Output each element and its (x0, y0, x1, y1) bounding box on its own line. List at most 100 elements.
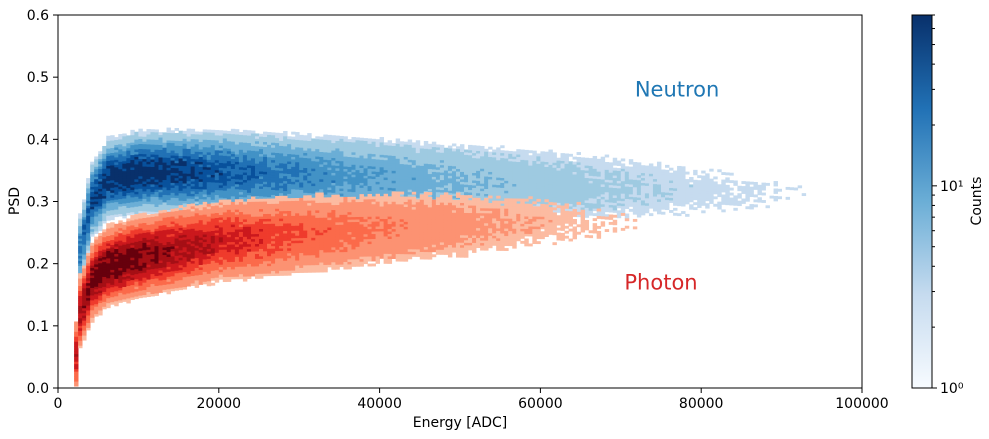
heatmap-cell (476, 148, 481, 151)
heatmap-cell (230, 161, 236, 165)
heatmap-cell (122, 145, 127, 149)
heatmap-cell (375, 173, 380, 177)
heatmap-cell (508, 195, 513, 199)
heatmap-cell (291, 154, 296, 157)
heatmap-cell (98, 255, 103, 259)
heatmap-cell (468, 197, 473, 201)
heatmap-cell (118, 232, 123, 236)
heatmap-cell (271, 144, 276, 148)
heatmap-cell (391, 145, 397, 149)
heatmap-cell (725, 189, 730, 193)
heatmap-cell (82, 315, 87, 319)
heatmap-cell (106, 210, 111, 214)
heatmap-cell (371, 153, 376, 157)
heatmap-cell (78, 305, 83, 309)
heatmap-cell (190, 181, 196, 184)
heatmap-cell (640, 187, 646, 191)
heatmap-cell (90, 250, 95, 254)
heatmap-cell (765, 205, 770, 209)
heatmap-cell (114, 241, 119, 245)
heatmap-cell (331, 184, 336, 188)
heatmap-cell (335, 148, 340, 151)
heatmap-cell (118, 134, 123, 137)
heatmap-cell (311, 160, 316, 164)
heatmap-cell (106, 160, 111, 164)
heatmap-cell (118, 186, 123, 190)
heatmap-cell (624, 198, 630, 202)
heatmap-cell (74, 363, 79, 367)
heatmap-cell (568, 191, 573, 195)
heatmap-cell (476, 170, 481, 174)
heatmap-cell (713, 183, 718, 187)
heatmap-cell (379, 151, 385, 155)
heatmap-cell (102, 286, 107, 290)
heatmap-cell (311, 180, 316, 184)
heatmap-cell (126, 137, 131, 141)
heatmap-cell (665, 174, 670, 178)
heatmap-cell (279, 185, 284, 189)
heatmap-cell (399, 188, 405, 192)
heatmap-cell (403, 171, 409, 175)
heatmap-cell (648, 173, 654, 177)
heatmap-cell (363, 190, 368, 194)
heatmap-cell (275, 152, 280, 156)
heatmap-cell (443, 185, 449, 188)
heatmap-cell (697, 192, 702, 196)
heatmap-cell (110, 237, 115, 241)
heatmap-cell (548, 179, 553, 183)
heatmap-cell (496, 157, 501, 161)
heatmap-cell (118, 262, 123, 266)
heatmap-cell (669, 185, 674, 189)
heatmap-cell (234, 141, 240, 145)
heatmap-cell (279, 160, 284, 164)
heatmap-cell (154, 196, 159, 200)
heatmap-cell (492, 174, 497, 178)
heatmap-cell (186, 188, 192, 192)
heatmap-cell (636, 209, 642, 213)
heatmap-cell (299, 172, 304, 176)
heatmap-cell (130, 172, 135, 175)
heatmap-cell (319, 156, 324, 160)
heatmap-cell (303, 172, 308, 176)
heatmap-cell (94, 163, 99, 167)
heatmap-cell (665, 177, 670, 181)
heatmap-cell (488, 176, 493, 180)
heatmap-cell (311, 163, 316, 167)
heatmap-cell (114, 246, 119, 250)
heatmap-cell (564, 208, 569, 212)
heatmap-cell (725, 177, 730, 181)
heatmap-cell (114, 186, 119, 190)
heatmap-cell (524, 179, 529, 183)
heatmap-cell (560, 168, 565, 171)
heatmap-cell (82, 332, 87, 336)
heatmap-cell (102, 158, 107, 162)
heatmap-cell (387, 177, 393, 181)
heatmap-cell (701, 175, 706, 179)
heatmap-cell (226, 140, 232, 144)
heatmap-cell (190, 143, 196, 147)
heatmap-cell (230, 131, 236, 135)
heatmap-cell (102, 180, 107, 184)
heatmap-cell (447, 180, 453, 184)
heatmap-cell (592, 160, 598, 164)
heatmap-cell (86, 178, 91, 181)
heatmap-cell (656, 191, 662, 195)
heatmap-cell (234, 129, 240, 133)
heatmap-cell (435, 156, 441, 160)
heatmap-cell (323, 154, 328, 158)
heatmap-cell (560, 182, 565, 186)
heatmap-cell (536, 155, 541, 159)
heatmap-cell (584, 207, 590, 211)
heatmap-cell (226, 163, 232, 167)
heatmap-cell (713, 176, 718, 180)
heatmap-cell (214, 197, 220, 201)
heatmap-cell (86, 252, 91, 256)
heatmap-cell (584, 195, 590, 198)
heatmap-cell (451, 175, 457, 179)
heatmap-cell (246, 162, 252, 166)
heatmap-cell (271, 169, 276, 173)
heatmap-cell (536, 178, 541, 182)
heatmap-cell (504, 160, 509, 164)
heatmap-cell (335, 155, 340, 159)
heatmap-cell (729, 180, 734, 184)
